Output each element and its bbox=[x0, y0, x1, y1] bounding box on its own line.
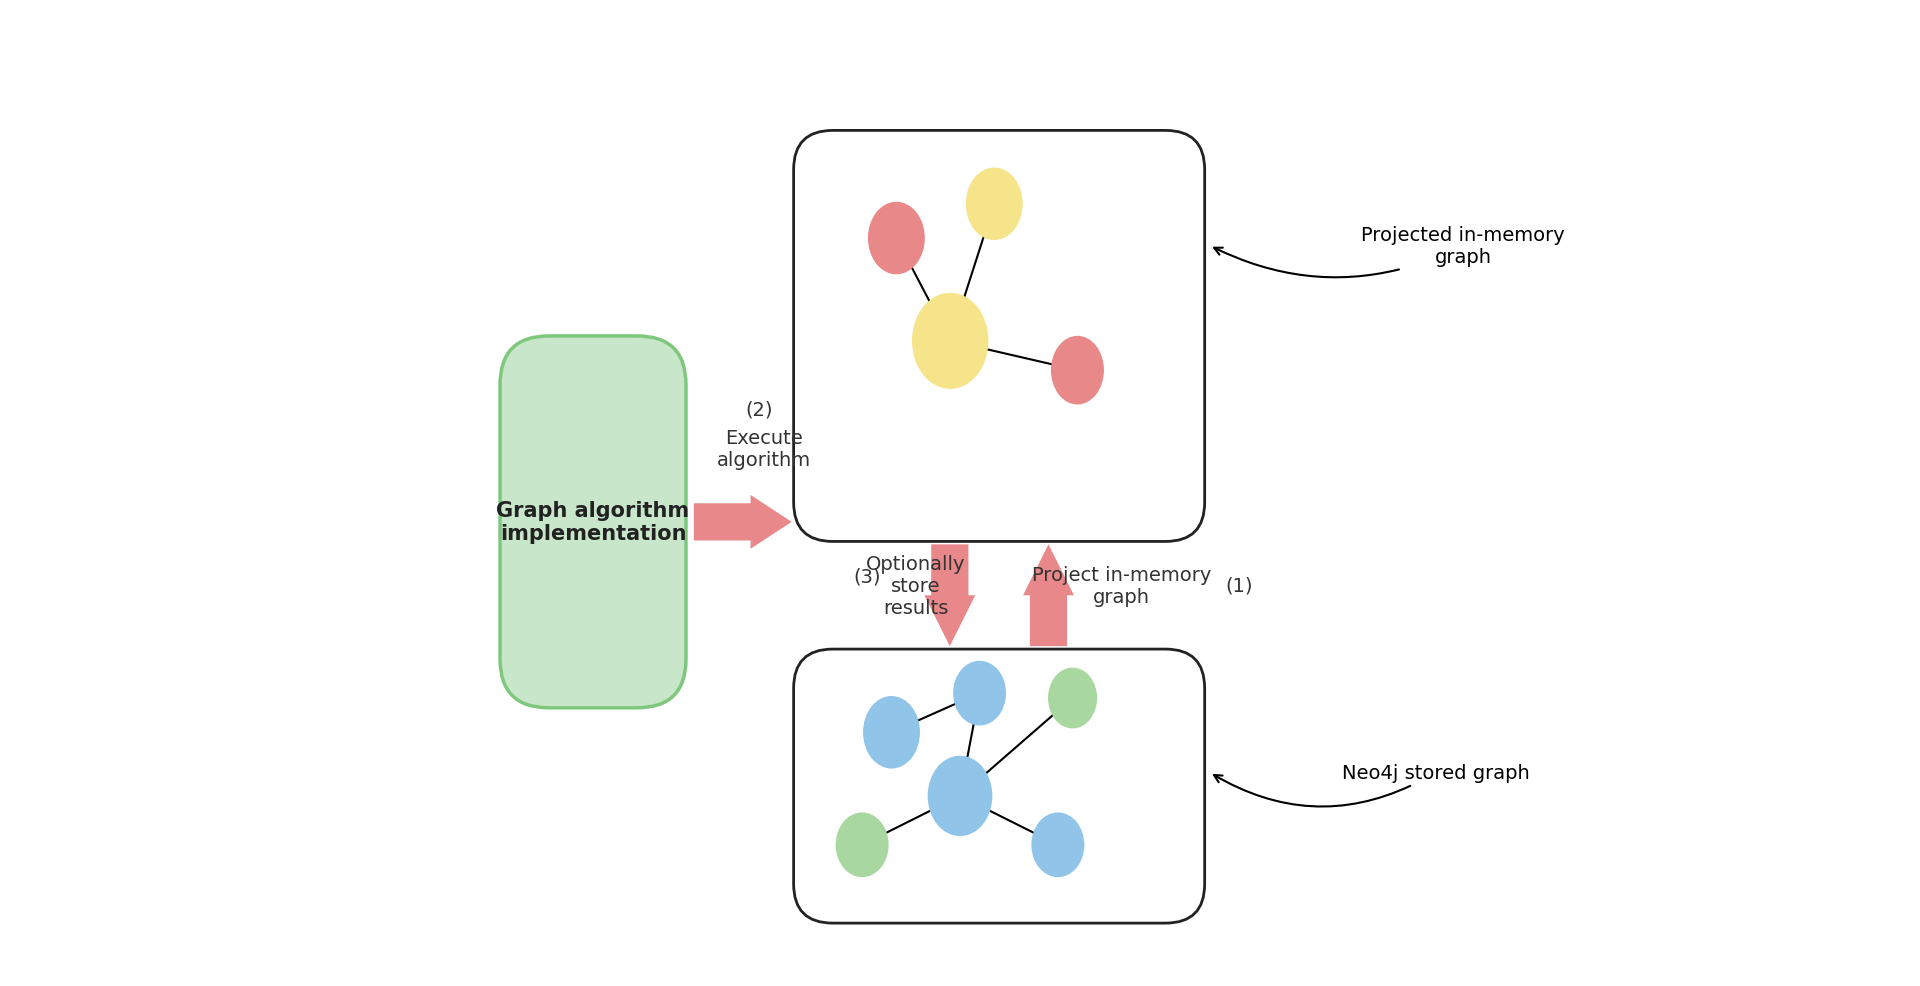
Text: Projected in-memory
graph: Projected in-memory graph bbox=[1213, 226, 1565, 278]
Ellipse shape bbox=[954, 663, 1004, 725]
Ellipse shape bbox=[929, 757, 991, 835]
Text: Project in-memory
graph: Project in-memory graph bbox=[1033, 565, 1212, 606]
Ellipse shape bbox=[1033, 813, 1083, 877]
Polygon shape bbox=[924, 545, 975, 647]
FancyBboxPatch shape bbox=[793, 650, 1204, 923]
Ellipse shape bbox=[864, 697, 920, 768]
Text: Execute
algorithm: Execute algorithm bbox=[718, 429, 812, 469]
Ellipse shape bbox=[837, 813, 887, 877]
Text: Graph algorithm
implementation: Graph algorithm implementation bbox=[497, 501, 689, 544]
Ellipse shape bbox=[1052, 337, 1102, 404]
Polygon shape bbox=[1023, 545, 1073, 647]
Text: (3): (3) bbox=[852, 567, 881, 586]
Text: (2): (2) bbox=[745, 400, 774, 419]
Ellipse shape bbox=[968, 170, 1021, 240]
Text: (1): (1) bbox=[1225, 577, 1254, 596]
Text: Neo4j stored graph: Neo4j stored graph bbox=[1213, 763, 1530, 807]
Polygon shape bbox=[693, 495, 791, 549]
Ellipse shape bbox=[870, 203, 924, 274]
Ellipse shape bbox=[914, 295, 987, 388]
Text: Optionally
store
results: Optionally store results bbox=[866, 554, 966, 617]
FancyBboxPatch shape bbox=[499, 336, 685, 708]
Ellipse shape bbox=[1048, 669, 1096, 728]
FancyBboxPatch shape bbox=[793, 131, 1204, 542]
